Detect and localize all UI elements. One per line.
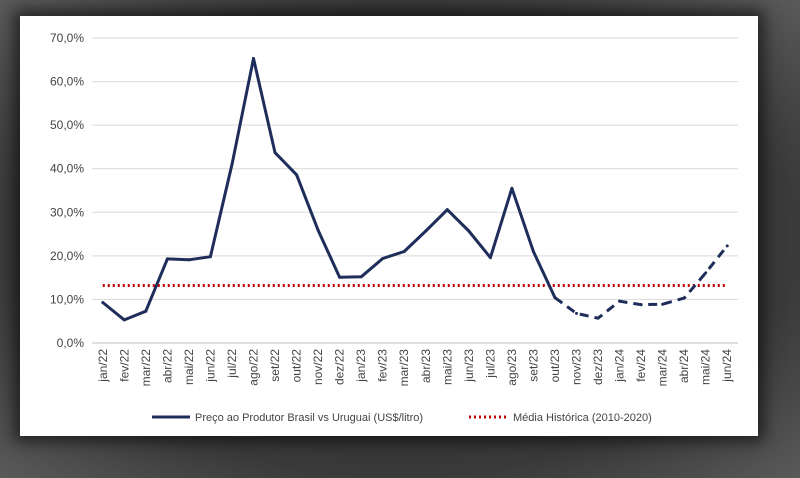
x-axis-ticks: jan/22 fev/22 mar/22 abr/22 mai/22 jun/22 jul/… <box>96 349 734 387</box>
price-point <box>445 208 449 212</box>
price-point <box>618 299 622 303</box>
price-point <box>424 229 428 233</box>
price-point <box>488 256 492 260</box>
y-tick-label: 40,0% <box>50 162 84 176</box>
x-tick-label: mar/23 <box>397 349 411 387</box>
y-tick-label: 10,0% <box>50 292 84 306</box>
legend-label-average: Média Histórica (2010-2020) <box>513 412 652 424</box>
legend: Preço ao Produtor Brasil vs Uruguai (US$… <box>152 412 652 424</box>
y-tick-label: 20,0% <box>50 249 84 263</box>
price-point <box>531 250 535 253</box>
x-tick-label: jun/23 <box>462 349 476 383</box>
x-tick-label: abr/23 <box>419 349 433 383</box>
x-tick-label: out/23 <box>548 349 562 383</box>
price-point <box>359 275 363 279</box>
x-tick-label: out/22 <box>290 349 304 383</box>
price-point <box>381 256 385 260</box>
x-tick-label: dez/22 <box>333 349 347 385</box>
x-tick-label: fev/24 <box>634 349 648 382</box>
price-point <box>338 275 342 279</box>
price-point <box>704 271 708 275</box>
x-tick-label: mar/22 <box>139 349 153 387</box>
x-tick-label: dez/23 <box>591 349 605 385</box>
series-lines <box>101 56 729 322</box>
price-point <box>316 228 320 232</box>
x-tick-label: abr/22 <box>160 349 174 383</box>
price-point <box>252 56 255 60</box>
price-point <box>187 258 191 262</box>
price-point <box>230 162 234 166</box>
price-point <box>682 296 686 300</box>
x-tick-label: nov/22 <box>311 349 325 385</box>
price-point <box>575 311 578 315</box>
y-tick-label: 30,0% <box>50 205 84 219</box>
gridlines <box>92 37 738 344</box>
x-tick-label: mar/24 <box>656 349 670 387</box>
x-tick-label: fev/23 <box>376 349 390 382</box>
x-tick-label: nov/23 <box>570 349 584 385</box>
x-tick-label: jun/22 <box>203 349 217 383</box>
price-point <box>725 244 729 248</box>
price-line-solid <box>101 57 557 322</box>
x-tick-label: jan/23 <box>354 349 368 383</box>
price-point <box>208 255 212 259</box>
x-tick-label: jul/22 <box>225 349 239 379</box>
price-point <box>101 300 105 304</box>
price-point <box>661 302 665 306</box>
price-point <box>165 257 169 261</box>
price-point <box>639 303 643 307</box>
price-point <box>122 318 126 322</box>
x-tick-label: set/23 <box>526 349 540 382</box>
x-tick-label: abr/24 <box>677 349 691 383</box>
x-tick-label: jun/24 <box>720 349 734 383</box>
y-axis-ticks: 0,0% 10,0% 20,0% 30,0% 40,0% 50,0% 60,0% 70,0% <box>50 31 84 350</box>
price-point <box>596 316 600 320</box>
price-point <box>510 186 514 190</box>
x-tick-label: jan/24 <box>613 349 627 383</box>
x-tick-label: mai/22 <box>182 349 196 385</box>
y-tick-label: 60,0% <box>50 75 84 89</box>
x-tick-label: set/22 <box>268 349 282 382</box>
price-point <box>402 250 406 253</box>
x-tick-label: mai/24 <box>699 349 713 385</box>
price-point <box>273 151 277 155</box>
x-tick-label: fev/22 <box>117 349 131 382</box>
y-tick-label: 50,0% <box>50 118 84 132</box>
x-tick-label: jan/22 <box>96 349 110 383</box>
price-point <box>467 229 471 233</box>
x-tick-label: ago/22 <box>247 349 261 386</box>
x-tick-label: jul/23 <box>483 349 497 379</box>
chart-panel: 0,0% 10,0% 20,0% 30,0% 40,0% 50,0% 60,0% 70,0% … <box>20 16 758 436</box>
price-point <box>553 296 557 300</box>
y-tick-label: 0,0% <box>57 336 85 350</box>
price-point <box>144 309 148 313</box>
y-tick-label: 70,0% <box>50 31 84 45</box>
price-point <box>295 173 299 177</box>
price-line-dashed <box>554 244 729 320</box>
x-tick-label: mai/23 <box>440 349 454 385</box>
line-chart: 0,0%10,0%20,0%30,0%40,0%50,0%60,0%70,0% … <box>50 31 738 424</box>
x-tick-label: ago/23 <box>505 349 519 386</box>
legend-label-price: Preço ao Produtor Brasil vs Uruguai (US$… <box>195 412 423 424</box>
